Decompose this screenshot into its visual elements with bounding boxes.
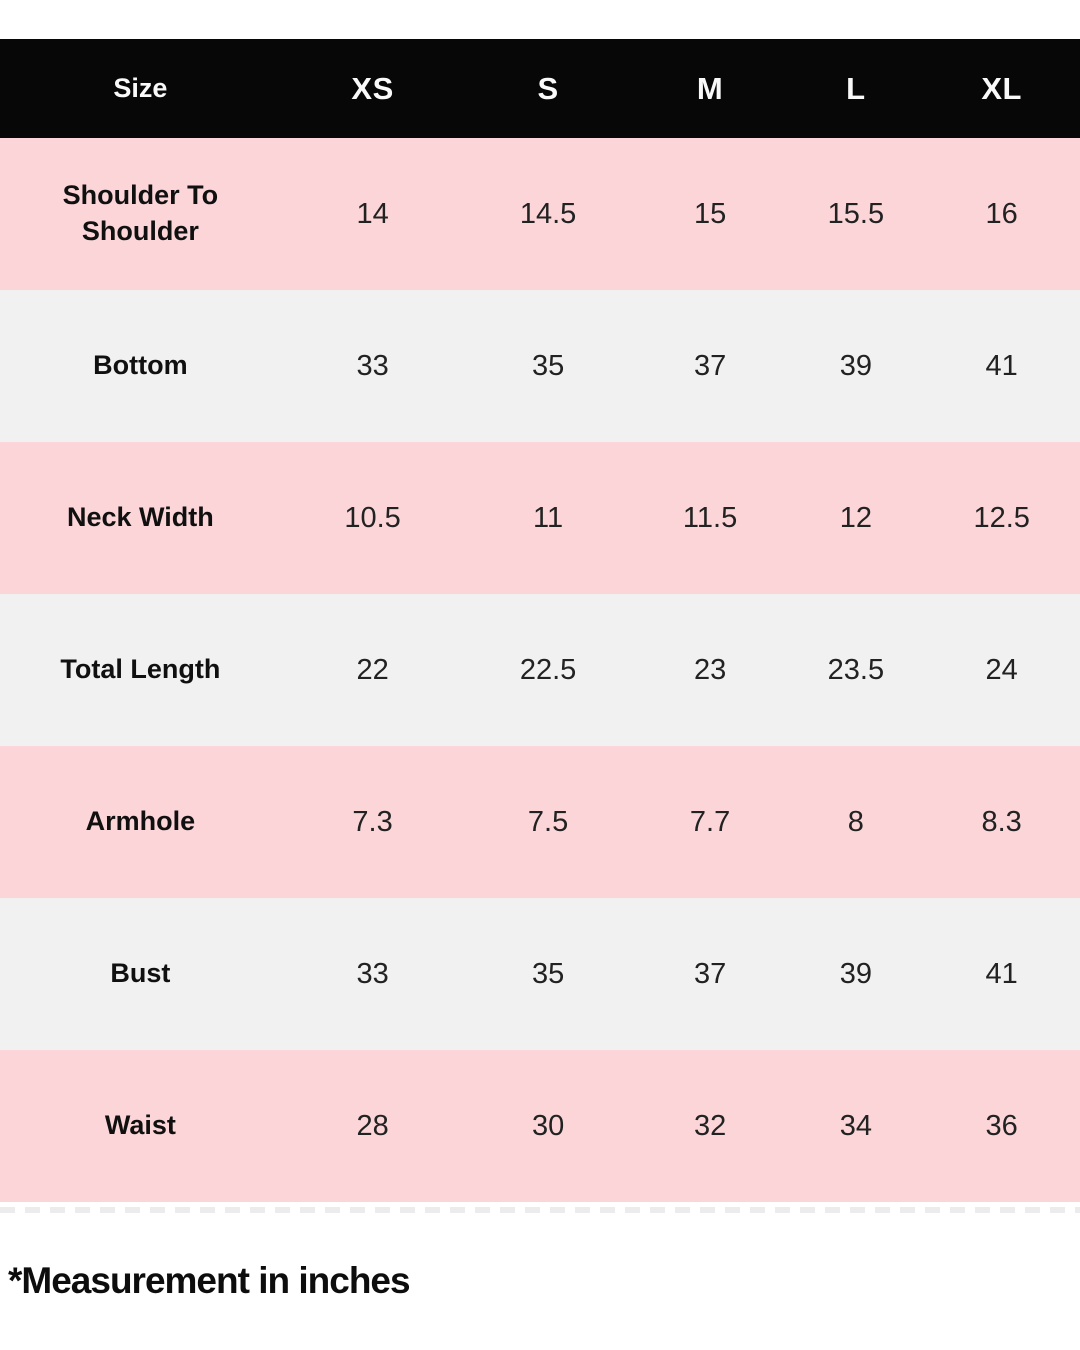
row-label-cell: Shoulder To Shoulder — [0, 138, 281, 290]
row-label: Armhole — [85, 806, 196, 837]
measurement-cell: 12 — [839, 501, 872, 534]
measurement-cell: 35 — [531, 957, 565, 990]
measurement-cell: 23.5 — [827, 653, 885, 686]
row-label: Total Length — [60, 654, 221, 685]
measurement-cell: 14.5 — [519, 197, 577, 230]
measurement-cell: 22 — [356, 653, 389, 686]
row-label: Neck Width — [67, 502, 214, 533]
measurement-cell: 11.5 — [682, 501, 738, 534]
measurement-cell: 16 — [985, 197, 1018, 230]
measurement-cell: 32 — [693, 1109, 727, 1142]
measurement-cell: 15.5 — [827, 197, 885, 230]
measurement-cell: 7.5 — [527, 805, 569, 838]
header-cell-s: S — [537, 70, 559, 106]
size-chart-graphic: Size XS S M L XL Shoulder To Shoulder 14… — [0, 0, 1080, 1301]
measurement-cell: 8 — [847, 805, 864, 838]
row-label: Shoulder To Shoulder — [62, 180, 219, 246]
header-cell-size: Size — [113, 73, 168, 103]
row-label: Bust — [110, 958, 171, 989]
dashed-divider — [0, 1207, 1080, 1213]
measurement-cell: 41 — [985, 349, 1018, 382]
measurement-cell: 7.3 — [352, 805, 393, 838]
row-label-cell: Waist — [0, 1050, 281, 1202]
row-label-cell: Bottom — [0, 290, 281, 442]
measurement-cell: 15 — [693, 197, 727, 230]
table-row-total-length: Total Length 22 22.5 23 23.5 24 — [0, 594, 1080, 746]
measurement-cell: 41 — [985, 957, 1018, 990]
row-label: Waist — [104, 1110, 176, 1141]
table-row-armhole: Armhole 7.3 7.5 7.7 8 8.3 — [0, 746, 1080, 898]
measurement-cell: 24 — [985, 653, 1018, 686]
header-cell-m: M — [696, 70, 724, 106]
measurement-cell: 22.5 — [519, 653, 577, 686]
table-row-waist: Waist 28 30 32 34 36 — [0, 1050, 1080, 1202]
measurement-cell: 28 — [356, 1109, 389, 1142]
measurement-cell: 39 — [839, 957, 872, 990]
row-label-cell: Armhole — [0, 746, 281, 898]
measurement-cell: 11 — [533, 501, 564, 534]
table-row-bottom: Bottom 33 35 37 39 41 — [0, 290, 1080, 442]
header-cell-l: L — [846, 70, 866, 106]
row-label-cell: Total Length — [0, 594, 281, 746]
measurement-cell: 34 — [839, 1109, 872, 1142]
header-cell-xs: XS — [351, 70, 394, 106]
row-label: Bottom — [93, 350, 188, 381]
measurement-cell: 36 — [985, 1109, 1018, 1142]
measurement-cell: 23 — [693, 653, 727, 686]
measurement-cell: 12.5 — [973, 501, 1030, 534]
measurement-cell: 8.3 — [981, 805, 1022, 838]
size-chart-table: Size XS S M L XL Shoulder To Shoulder 14… — [0, 39, 1080, 1202]
top-margin — [0, 0, 1080, 39]
measurement-cell: 33 — [356, 349, 389, 382]
row-label-cell: Neck Width — [0, 442, 281, 594]
table-header-row: Size XS S M L XL — [0, 39, 1080, 138]
table-row-bust: Bust 33 35 37 39 41 — [0, 898, 1080, 1050]
measurement-cell: 37 — [693, 349, 727, 382]
table-row-neck-width: Neck Width 10.5 11 11.5 12 12.5 — [0, 442, 1080, 594]
measurement-cell: 33 — [356, 957, 389, 990]
measurement-cell: 7.7 — [689, 805, 731, 838]
measurement-cell: 14 — [356, 197, 389, 230]
measurement-cell: 39 — [839, 349, 872, 382]
measurement-cell: 37 — [693, 957, 727, 990]
table-row-shoulder: Shoulder To Shoulder 14 14.5 15 15.5 16 — [0, 138, 1080, 290]
measurement-cell: 10.5 — [344, 501, 401, 534]
measurement-cell: 30 — [531, 1109, 565, 1142]
measurement-cell: 35 — [531, 349, 565, 382]
measurement-note: *Measurement in inches — [8, 1260, 411, 1301]
header-cell-xl: XL — [981, 70, 1022, 106]
row-label-cell: Bust — [0, 898, 281, 1050]
